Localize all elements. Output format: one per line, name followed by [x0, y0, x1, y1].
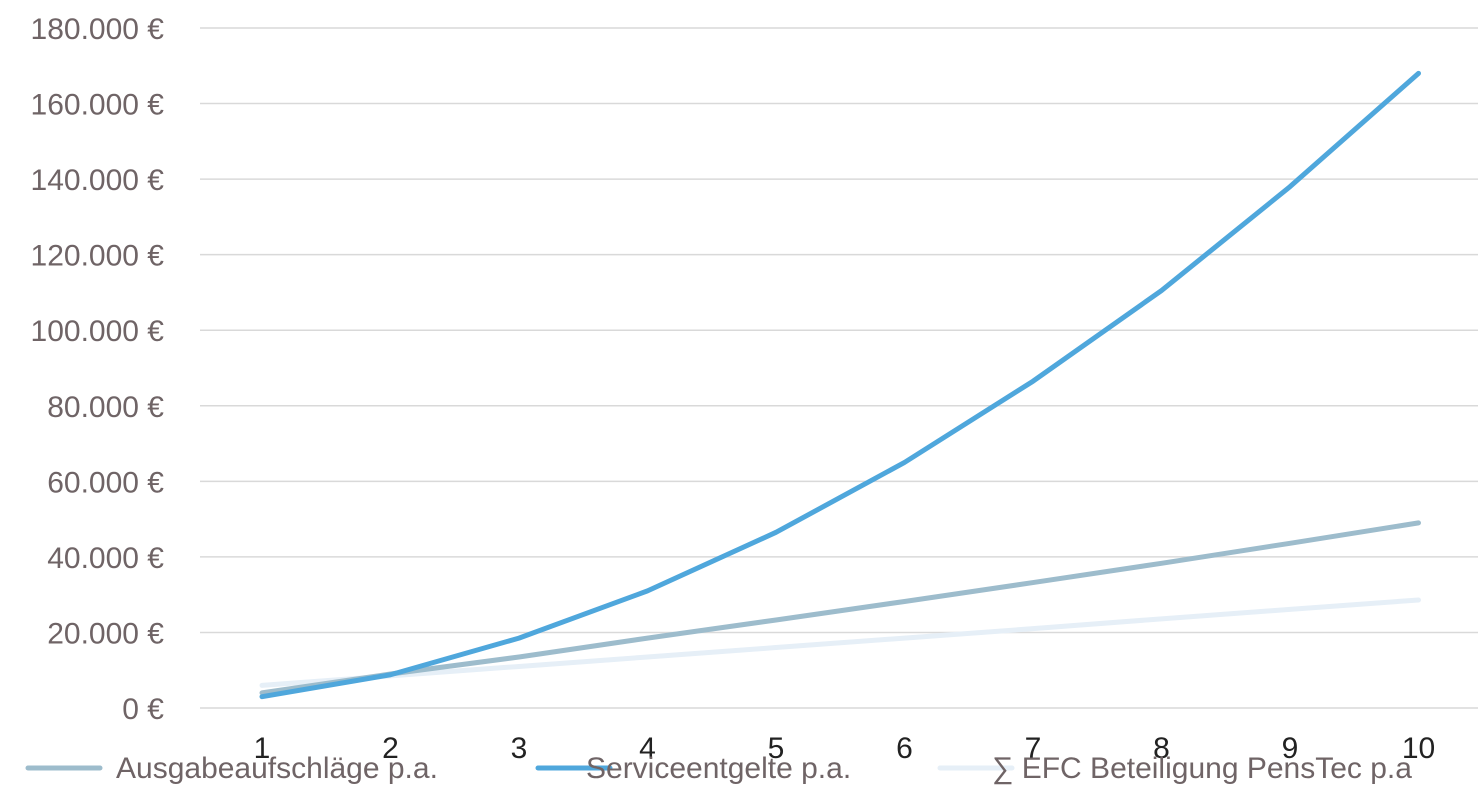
series-line [259, 520, 1421, 696]
x-tick-label: 10 [1402, 732, 1435, 765]
y-tick-label: 140.000 € [31, 164, 165, 197]
series-line [259, 597, 1421, 688]
x-tick-label: 4 [639, 732, 656, 765]
x-tick-label: 6 [896, 732, 913, 765]
x-tick-label: 5 [768, 732, 785, 765]
x-tick-label: 7 [1025, 732, 1042, 765]
y-tick-label: 120.000 € [31, 240, 165, 273]
x-axis-tick-labels: 1 2 3 4 5 6 7 8 9 10 [254, 732, 1436, 765]
series-lines [259, 70, 1421, 700]
y-tick-label: 180.000 € [31, 13, 165, 46]
x-tick-label: 9 [1282, 732, 1299, 765]
y-tick-label: 80.000 € [47, 391, 164, 424]
y-tick-label: 60.000 € [47, 466, 164, 499]
y-tick-label: 40.000 € [47, 542, 164, 575]
y-tick-label: 20.000 € [47, 617, 164, 650]
x-tick-label: 1 [254, 732, 271, 765]
series-line [259, 70, 1421, 700]
y-axis-tick-labels: 0 € 20.000 € 40.000 € 60.000 € 80.000 € 100.0… [31, 13, 165, 726]
x-tick-label: 2 [382, 732, 399, 765]
y-tick-label: 160.000 € [31, 89, 165, 122]
legend: Ausgabeaufschläge p.a. Serviceentgelte p.… [25, 752, 1412, 785]
legend-label: Serviceentgelte p.a. [586, 752, 851, 785]
y-tick-label: 100.000 € [31, 315, 165, 348]
x-tick-label: 8 [1153, 732, 1170, 765]
x-tick-label: 3 [511, 732, 528, 765]
y-tick-label: 0 € [122, 693, 164, 726]
gridlines [200, 27, 1478, 709]
legend-label: Ausgabeaufschläge p.a. [116, 752, 438, 785]
legend-label: ∑ EFC Beteiligung PensTec p.a [992, 752, 1412, 785]
